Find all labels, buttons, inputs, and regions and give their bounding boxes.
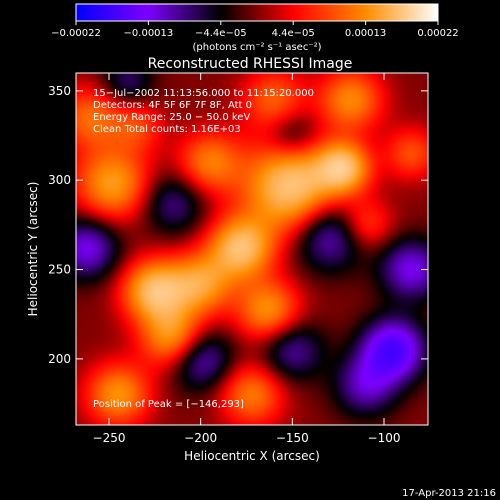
x-tick-label: −200 xyxy=(184,431,217,445)
annotation-energy-range: Energy Range: 25.0 − 50.0 keV xyxy=(93,112,250,123)
annotation-detectors: Detectors: 4F 5F 6F 7F 8F, Att 0 xyxy=(93,100,252,111)
colorbar-tick-label: 0.00013 xyxy=(345,28,386,39)
annotation-time-range: 15−Jul−2002 11:13:56.000 to 11:15:20.000 xyxy=(93,88,314,99)
colorbar-tick-label: −4.4e−05 xyxy=(195,28,247,39)
annotations: 15−Jul−2002 11:13:56.000 to 11:15:20.000… xyxy=(93,88,314,410)
y-axis-label: Heliocentric Y (arcsec) xyxy=(26,182,40,317)
plot-area: −250 −200 −150 −100 200 250 300 350 xyxy=(48,72,429,445)
annotation-peak-position: Position of Peak = [−146,293] xyxy=(93,399,244,410)
colorbar-tick-label: −0.00022 xyxy=(51,28,101,39)
colorbar-gradient xyxy=(75,3,439,22)
colorbar-tick-label: −0.00013 xyxy=(124,28,174,39)
colorbar-tick-label: 4.4e−05 xyxy=(272,28,315,39)
plot-frame xyxy=(75,72,429,426)
colorbar: −0.00022 −0.00013 −4.4e−05 4.4e−05 0.00013 0.… xyxy=(51,3,459,53)
y-tick-label: 250 xyxy=(48,263,71,277)
y-tick-label: 350 xyxy=(48,84,71,98)
x-axis-label: Heliocentric X (arcsec) xyxy=(184,449,320,463)
chart-title: Reconstructed RHESSI Image xyxy=(148,56,353,72)
colorbar-unit-label: (photons cm⁻² s⁻¹ asec⁻²) xyxy=(192,42,321,53)
x-tick-label: −250 xyxy=(93,431,126,445)
x-tick-label: −100 xyxy=(368,431,401,445)
colorbar-tick-label: 0.00022 xyxy=(417,28,458,39)
axis-ticks: −250 −200 −150 −100 200 250 300 350 xyxy=(48,73,428,445)
annotation-clean-counts: Clean Total counts: 1.16E+03 xyxy=(93,124,241,135)
footer-timestamp: 17-Apr-2013 21:16 xyxy=(402,488,496,499)
x-tick-label: −150 xyxy=(276,431,309,445)
y-tick-label: 300 xyxy=(48,173,71,187)
colorbar-ticks: −0.00022 −0.00013 −4.4e−05 4.4e−05 0.00013 0.… xyxy=(51,21,459,39)
y-tick-label: 200 xyxy=(48,352,71,366)
heatmap-image xyxy=(76,73,428,425)
